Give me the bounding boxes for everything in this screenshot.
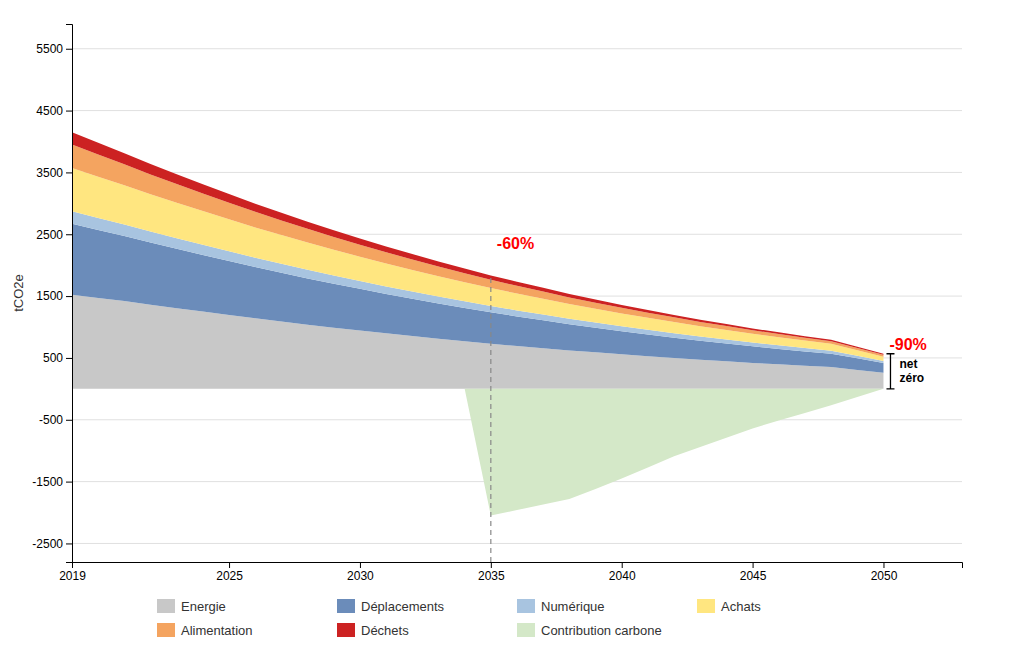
grid-line (72, 48, 962, 49)
axis-line (73, 563, 963, 569)
tick-label: 5500 (36, 42, 63, 56)
tick: 2500 (36, 228, 72, 242)
tick-mark (360, 562, 361, 568)
annotation: -60% (497, 235, 534, 252)
tick: -1500 (32, 475, 72, 489)
area (72, 145, 883, 357)
tick-mark (491, 562, 492, 568)
tick: 2040 (609, 562, 636, 583)
legend-swatch (157, 599, 175, 613)
tick: -2500 (32, 537, 72, 551)
tick-label: 4500 (36, 104, 63, 118)
grid-line (72, 543, 962, 544)
tick-mark (66, 296, 72, 297)
tick-mark (66, 234, 72, 235)
tick-label: -500 (39, 413, 63, 427)
legend-swatch (517, 623, 535, 637)
legend-swatch (337, 599, 355, 613)
plot: 2019 2025 2030 2035 2040 2045 2050 -2500 -1500 -5… (32, 25, 962, 583)
reference-line (490, 275, 491, 562)
tick-mark (229, 562, 230, 568)
tick-label: 2050 (871, 569, 898, 583)
tick-label: 3500 (36, 166, 63, 180)
legend-label: Numérique (541, 599, 605, 614)
tick: -500 (39, 413, 72, 427)
tick-mark (66, 49, 72, 50)
legend: Energie Déplacements Numérique Achats Alimen… (157, 599, 761, 638)
tick-mark (66, 543, 72, 544)
tick-label: 500 (43, 351, 63, 365)
tick: 2050 (871, 562, 898, 583)
legend-swatch (157, 623, 175, 637)
tick-label: 2030 (347, 569, 374, 583)
legend-swatch (337, 623, 355, 637)
tick-mark (66, 482, 72, 483)
legend-item: Achats (697, 599, 761, 614)
x-axis: 2019 2025 2030 2035 2040 2045 2050 (59, 562, 962, 583)
tick-label: 2500 (36, 228, 63, 242)
tick-label: 1500 (36, 289, 63, 303)
tick-mark (622, 562, 623, 568)
tick-mark (883, 562, 884, 568)
axis-line (66, 25, 73, 563)
tick: 500 (43, 351, 72, 365)
legend-item: Déplacements (337, 599, 445, 614)
legend-item: Energie (157, 599, 226, 614)
tick: 2035 (478, 562, 505, 583)
legend-label: Energie (181, 599, 226, 614)
tick-mark (753, 562, 754, 568)
area (72, 132, 883, 354)
area (72, 389, 883, 516)
annotations: -60% -90% netzéro (497, 235, 927, 389)
tick-label: 2025 (216, 569, 243, 583)
tick-label: -2500 (32, 537, 63, 551)
chart-root: 2019 2025 2030 2035 2040 2045 2050 -2500 -1500 -5… (0, 0, 1032, 672)
legend-swatch (697, 599, 715, 613)
tick-mark (66, 172, 72, 173)
tick: 5500 (36, 42, 72, 56)
tick: 2045 (740, 562, 767, 583)
legend-label: Déplacements (361, 599, 445, 614)
tick-mark (66, 111, 72, 112)
bracket (886, 354, 894, 389)
reference-lines (490, 275, 491, 562)
annotation: netzéro (899, 357, 924, 385)
grid-line (72, 110, 962, 111)
legend-item: Déchets (337, 623, 409, 638)
legend-item: Contribution carbone (517, 623, 662, 638)
legend-label: Contribution carbone (541, 623, 662, 638)
areas (72, 132, 883, 515)
tick-label: 2035 (478, 569, 505, 583)
legend-swatch (517, 599, 535, 613)
legend-label: Alimentation (181, 623, 253, 638)
axis-title: tCO2e (11, 274, 26, 312)
tick: 3500 (36, 166, 72, 180)
tick-label: -1500 (32, 475, 63, 489)
annotation: -90% (889, 336, 926, 353)
tick: 4500 (36, 104, 72, 118)
legend-item: Alimentation (157, 623, 253, 638)
grid (72, 49, 962, 544)
y-axis: -2500 -1500 -500 500 1500 2500 3500 4500 5500 (32, 25, 72, 563)
tick-label: 2019 (59, 569, 86, 583)
tick: 2019 (59, 562, 86, 583)
tick: 1500 (36, 289, 72, 303)
grid-line (72, 172, 962, 173)
tick-label: 2040 (609, 569, 636, 583)
tick: 2030 (347, 562, 374, 583)
tick-mark (66, 358, 72, 359)
tick: 2025 (216, 562, 243, 583)
tick-label: 2045 (740, 569, 767, 583)
legend-item: Numérique (517, 599, 605, 614)
legend-label: Déchets (361, 623, 409, 638)
legend-label: Achats (721, 599, 761, 614)
tick-mark (66, 420, 72, 421)
